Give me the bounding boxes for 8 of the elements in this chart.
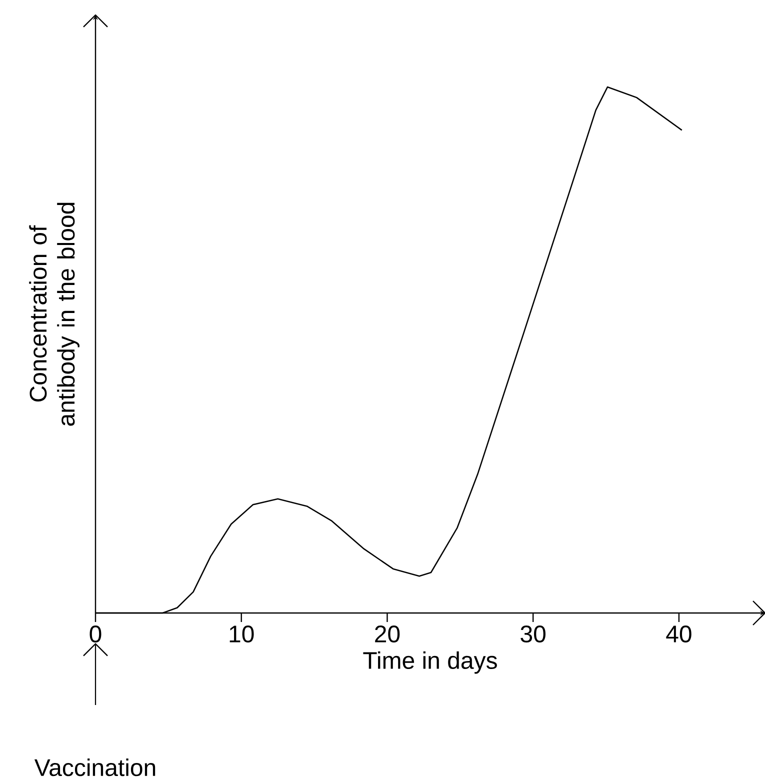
x-tick-label: 20	[375, 626, 400, 643]
x-tick-label: 30	[520, 626, 546, 643]
x-axis-title: Time in days	[363, 651, 497, 674]
y-axis-title: Concentration of antibody in the blood	[29, 202, 80, 426]
x-tick-label: 0	[90, 626, 102, 643]
text: Vaccination	[34, 758, 156, 776]
x-tick-label: 40	[666, 626, 692, 643]
x-tick-label: 10	[230, 626, 254, 643]
